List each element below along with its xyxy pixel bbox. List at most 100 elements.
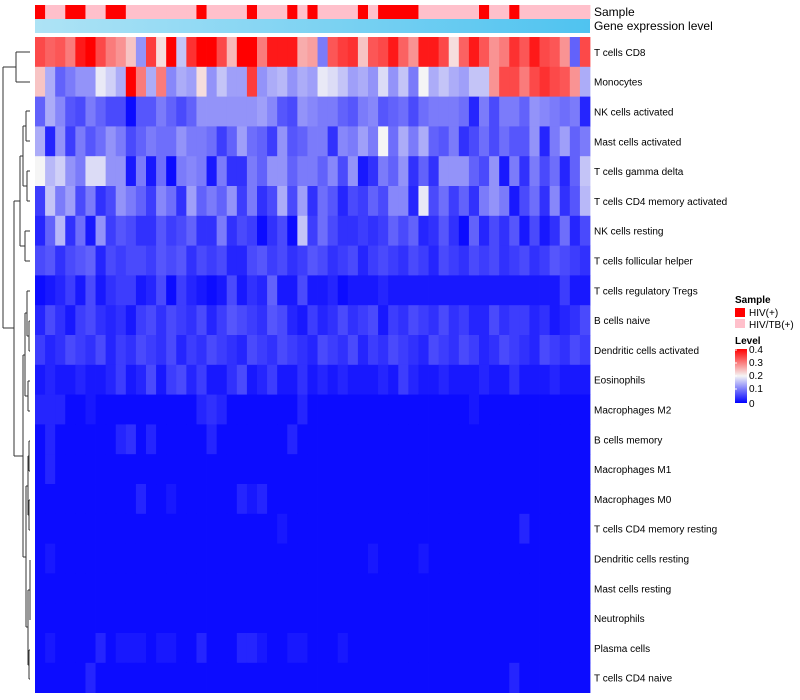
heatmap-cell (105, 633, 117, 664)
row-label: T cells follicular helper (594, 257, 693, 268)
heatmap-cell (115, 484, 127, 515)
heatmap-cell (236, 275, 248, 306)
heatmap-cell (569, 603, 581, 634)
heatmap-cell (489, 424, 500, 455)
heatmap-cell (65, 543, 76, 574)
heatmap-cell (327, 543, 339, 574)
heatmap-cell (236, 364, 248, 395)
sample-annotation-cell (135, 5, 147, 19)
heatmap-cell (448, 186, 460, 217)
heatmap-cell (468, 37, 480, 68)
heatmap-cell (418, 126, 429, 157)
heatmap-cell (559, 245, 571, 276)
heatmap-cell (45, 156, 56, 187)
heatmap-cell (357, 543, 369, 574)
heatmap-cell (135, 186, 147, 217)
heatmap-cell (277, 215, 288, 246)
heatmap-cell (176, 186, 187, 217)
sample-annotation-cell (327, 5, 339, 19)
heatmap-cell (448, 66, 460, 97)
heatmap-cell (539, 364, 551, 395)
heatmap-cell (327, 305, 339, 336)
heatmap-cell (35, 66, 46, 97)
heatmap-cell (479, 186, 490, 217)
heatmap-cell (579, 305, 591, 336)
heatmap-cell (307, 454, 318, 485)
heatmap-cell (35, 543, 46, 574)
heatmap-cell (75, 513, 86, 544)
heatmap-cell (206, 305, 218, 336)
heatmap-cell (246, 275, 258, 306)
heatmap-cell (65, 37, 76, 68)
heatmap-cell (105, 364, 117, 395)
heatmap-cell (398, 484, 409, 515)
heatmap-cell (569, 156, 581, 187)
heatmap-cell (398, 37, 409, 68)
heatmap-cell (529, 126, 540, 157)
heatmap-cell (95, 573, 107, 604)
heatmap-cell (368, 454, 379, 485)
heatmap-cell (267, 156, 278, 187)
level-tick-label-04: 0.4 (749, 345, 763, 356)
heatmap-cell (55, 245, 66, 276)
heatmap-cell (186, 484, 197, 515)
heatmap-cell (357, 424, 369, 455)
heatmap-cell (135, 335, 147, 366)
heatmap-cell (277, 37, 288, 68)
heatmap-cell (236, 513, 248, 544)
heatmap-cell (317, 394, 329, 425)
heatmap-cell (448, 424, 460, 455)
heatmap-cell (297, 633, 308, 664)
heatmap-cell (428, 96, 440, 127)
heatmap-cell (337, 305, 349, 336)
heatmap-cell (156, 454, 167, 485)
heatmap-cell (388, 126, 399, 157)
level-legend: Level 0.4 0.3 0.2 0.1 0 (735, 336, 763, 410)
heatmap-cell (297, 454, 308, 485)
heatmap-cell (499, 394, 510, 425)
heatmap-cell (206, 215, 218, 246)
heatmap-cell (438, 543, 450, 574)
heatmap-cell (529, 454, 540, 485)
heatmap-cell (216, 573, 228, 604)
heatmap-cell (236, 126, 248, 157)
heatmap-cell (115, 573, 127, 604)
heatmap-cell (236, 662, 248, 693)
heatmap-cell (176, 633, 187, 664)
heatmap-cell (559, 96, 571, 127)
heatmap-cell (317, 543, 329, 574)
heatmap-cell (509, 603, 520, 634)
heatmap-cell (135, 37, 147, 68)
row-label: B cells naive (594, 316, 651, 327)
heatmap-cell (458, 215, 470, 246)
heatmap-cell (95, 662, 107, 693)
heatmap-cell (378, 245, 389, 276)
heatmap-cell (206, 275, 218, 306)
heatmap-cell (226, 37, 238, 68)
heatmap-cell (277, 275, 288, 306)
heatmap-cell (569, 633, 581, 664)
heatmap-cell (115, 275, 127, 306)
heatmap-cell (135, 573, 147, 604)
heatmap-cell (579, 513, 591, 544)
heatmap-cell (448, 364, 460, 395)
heatmap-cell (45, 424, 56, 455)
heatmap-cell (408, 186, 419, 217)
heatmap-cell (125, 603, 137, 634)
heatmap-cell (458, 364, 470, 395)
heatmap-cell (95, 484, 107, 515)
heatmap-cell (509, 484, 520, 515)
legend-label-hiv: HIV(+) (749, 308, 778, 319)
heatmap-cell (297, 186, 308, 217)
heatmap-cell (479, 156, 490, 187)
heatmap-cell (458, 245, 470, 276)
heatmap-cell (468, 96, 480, 127)
heatmap-cell (75, 662, 86, 693)
heatmap-cell (95, 305, 107, 336)
heatmap-cell (196, 275, 207, 306)
heatmap-cell (75, 394, 86, 425)
heatmap-cell (357, 215, 369, 246)
heatmap-cell (529, 513, 540, 544)
heatmap-cell (45, 513, 56, 544)
heatmap-cell (35, 364, 46, 395)
